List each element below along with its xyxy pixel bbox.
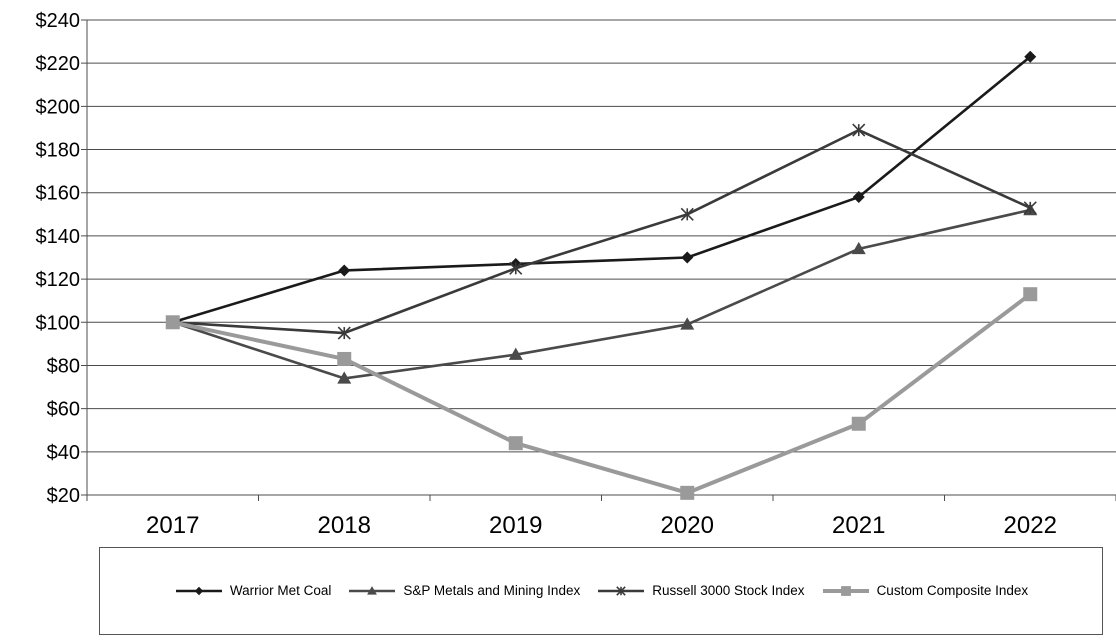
data-point-diamond: [194, 586, 204, 595]
legend-item-warrior-met-coal: Warrior Met Coal: [174, 583, 332, 598]
data-point-diamond: [338, 264, 351, 277]
series-line: [172, 208, 1031, 380]
data-point-star: [1023, 201, 1037, 215]
data-point-square: [680, 485, 695, 500]
series-line: [172, 292, 1032, 495]
legend-label: Russell 3000 Stock Index: [652, 583, 805, 598]
y-tick-label: $60: [47, 399, 80, 421]
legend: Warrior Met Coal S&P Metals and Mining I…: [99, 547, 1103, 635]
y-tick-label: $80: [47, 355, 80, 377]
legend-marker-star: [598, 585, 645, 596]
data-point-star: [616, 585, 626, 596]
data-point-triangle: [508, 347, 523, 360]
y-tick-label: $40: [47, 442, 80, 464]
data-point-triangle: [851, 241, 866, 255]
data-point-diamond: [681, 251, 694, 264]
x-tick-label: 2020: [661, 512, 714, 539]
x-tick-label: 2022: [1004, 512, 1057, 539]
y-tick-label: $180: [36, 140, 81, 162]
y-tick-label: $120: [36, 269, 81, 291]
series-line: [172, 128, 1031, 335]
series-3: [165, 287, 1038, 500]
data-point-star: [680, 207, 694, 221]
y-tick-label: $240: [36, 10, 81, 32]
series-line: [172, 55, 1032, 324]
data-point-square: [1023, 287, 1038, 302]
x-tick-label: 2018: [318, 512, 371, 539]
legend-label: Warrior Met Coal: [229, 583, 332, 598]
series-0: [166, 50, 1037, 329]
data-point-star: [337, 326, 351, 340]
data-point-diamond: [1024, 50, 1037, 63]
legend-label: S&P Metals and Mining Index: [403, 583, 581, 598]
y-tick-label: $140: [36, 226, 81, 248]
y-tick-label: $200: [36, 96, 81, 118]
y-tick-label: $220: [36, 53, 81, 75]
legend-marker-square: [822, 585, 869, 596]
line-chart: $240 $220 $200 $180 $160 $140 $120 $100 $80 $60 $4…: [36, 10, 1116, 539]
x-tick-label: 2017: [146, 512, 199, 539]
data-point-square: [508, 436, 523, 451]
x-axis-tick-labels: 2017 2018 2019 2020 2021 2022: [146, 512, 1057, 539]
data-point-square: [337, 351, 352, 366]
data-point-star: [509, 261, 523, 275]
axes: [86, 20, 1116, 501]
y-tick-label: $160: [36, 183, 81, 205]
y-tick-label: $100: [36, 312, 81, 334]
legend-item-russell-3000: Russell 3000 Stock Index: [596, 583, 805, 598]
series-lines: [165, 50, 1038, 500]
legend-label: Custom Composite Index: [876, 583, 1029, 598]
legend-marker-triangle: [349, 585, 396, 595]
grid-lines: [81, 19, 1116, 496]
legend-item-sp-metals-mining: S&P Metals and Mining Index: [347, 583, 580, 598]
data-point-square: [165, 315, 180, 330]
data-point-star: [852, 123, 866, 137]
data-point-square: [840, 585, 851, 596]
legend-marker-diamond: [175, 586, 222, 595]
data-point-diamond: [852, 191, 865, 204]
legend-item-custom-composite: Custom Composite Index: [821, 583, 1029, 598]
data-point-triangle: [337, 371, 352, 384]
series-2: [166, 123, 1037, 340]
data-point-triangle: [367, 585, 378, 595]
y-tick-label: $20: [47, 485, 80, 507]
data-point-triangle: [680, 317, 695, 330]
series-1: [165, 203, 1038, 384]
legend-items: Warrior Met Coal S&P Metals and Mining I…: [100, 583, 1102, 598]
data-point-square: [851, 416, 866, 431]
y-axis-tick-labels: $240 $220 $200 $180 $160 $140 $120 $100 $80 $60 $4…: [36, 10, 81, 507]
x-tick-label: 2019: [489, 512, 542, 539]
x-tick-label: 2021: [832, 512, 885, 539]
